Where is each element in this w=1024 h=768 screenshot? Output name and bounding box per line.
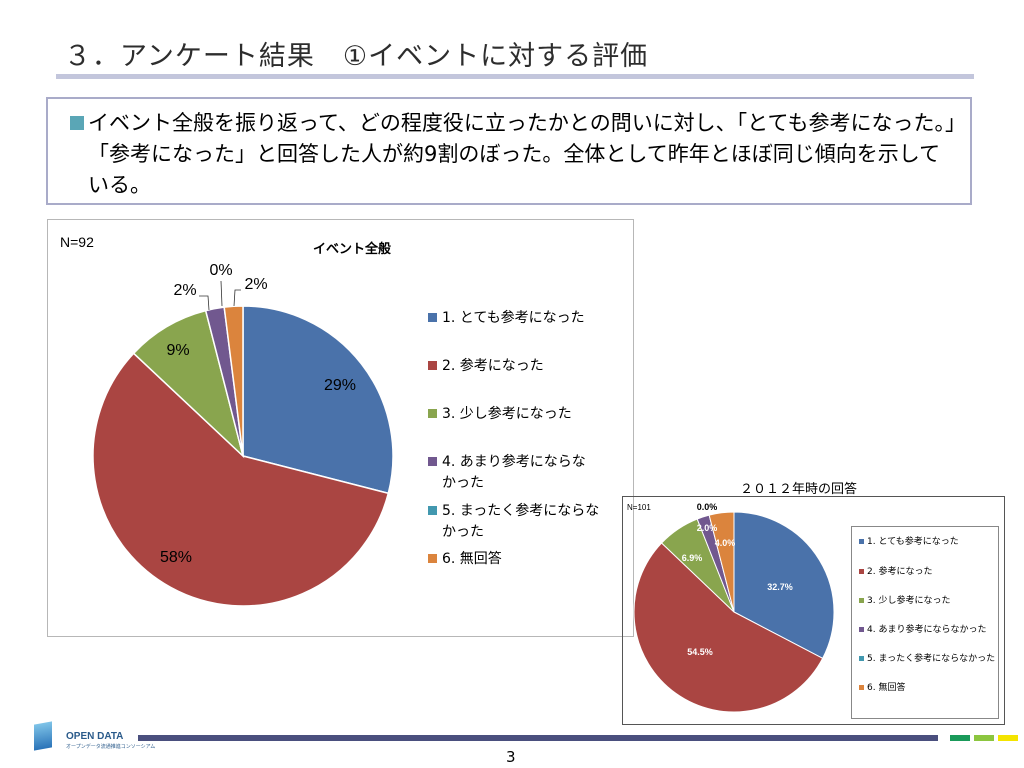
chart2-data-label-4: 2.0%	[697, 523, 718, 533]
footer-square-lightgreen	[974, 735, 994, 741]
chart1-n-label: N=92	[60, 234, 94, 250]
chart2-legend-label-4: 4. あまり参考にならなかった	[867, 623, 986, 635]
open-data-logo: OPEN DATA オープンデータ流通推進コンソーシアム	[26, 717, 155, 757]
chart1-legend-label-5-1: 5. まったく参考にならな	[442, 502, 599, 519]
chart-panel-2012	[622, 496, 1005, 725]
chart2-data-label-3: 6.9%	[682, 553, 703, 563]
chart1-legend-swatch-3	[428, 409, 437, 418]
chart-2012-caption: ２０１２年時の回答	[740, 482, 858, 497]
chart1-legend-swatch-2	[428, 361, 437, 370]
chart1-legend-label-4-1: 4. あまり参考にならな	[442, 453, 586, 470]
chart1-leader-6	[233, 289, 241, 307]
footer-square-yellow	[998, 735, 1018, 741]
chart-panel-2013	[47, 219, 634, 637]
chart1-leader-4	[199, 295, 210, 311]
chart1-legend-swatch-6	[428, 554, 437, 563]
chart2-data-label-5: 0.0%	[697, 502, 718, 512]
title-underline	[56, 74, 974, 79]
summary-text: イベント全般を振り返って、どの程度役に立ったかとの問いに対し、「とても参考になっ…	[88, 111, 956, 197]
chart2-legend-swatch-3	[859, 598, 864, 603]
chart-2012-legend-box	[851, 526, 999, 719]
chart2-n-label: N=101	[627, 503, 651, 512]
chart2-data-label-2: 54.5%	[687, 647, 713, 657]
chart1-data-label-4: 2%	[173, 282, 196, 299]
chart2-legend-swatch-6	[859, 685, 864, 690]
footer-square-green	[950, 735, 970, 741]
chart2-legend-label-6: 6. 無回答	[867, 681, 905, 693]
chart2-legend-swatch-1	[859, 539, 864, 544]
chart2-legend-swatch-5	[859, 656, 864, 661]
chart2-slice-6	[708, 511, 735, 613]
page-number: 3	[506, 748, 516, 766]
chart2-data-label-1: 32.7%	[767, 582, 793, 592]
chart1-data-label-1: 29%	[324, 377, 356, 394]
chart2-legend-swatch-2	[859, 569, 864, 574]
chart1-slice-3	[132, 309, 245, 459]
chart1-legend-label-1-1: 1. とても参考になった	[442, 309, 585, 326]
chart2-legend-label-1: 1. とても参考になった	[867, 535, 959, 547]
chart1-legend-label-4-2: かった	[442, 475, 484, 491]
chart2-legend-label-3: 3. 少し参考になった	[867, 594, 950, 606]
chart1-legend-swatch-4	[428, 457, 437, 466]
chart1-legend-label-6-1: 6. 無回答	[442, 550, 502, 567]
chart1-legend-label-2-1: 2. 参考になった	[442, 357, 544, 374]
chart1-data-label-2: 58%	[160, 549, 192, 566]
chart2-legend-label-5: 5. まったく参考にならなかった	[867, 652, 995, 664]
chart2-legend-swatch-4	[859, 627, 864, 632]
summary-box: イベント全般を振り返って、どの程度役に立ったかとの問いに対し、「とても参考になっ…	[46, 97, 972, 205]
chart1-legend-label-3-1: 3. 少し参考になった	[442, 405, 572, 422]
chart1-legend-swatch-5	[428, 506, 437, 515]
logo-text: OPEN DATA	[66, 731, 124, 742]
chart2-slice-2	[633, 542, 824, 713]
cube-logo-icon	[34, 721, 52, 751]
logo-subtext: オープンデータ流通推進コンソーシアム	[66, 744, 156, 750]
chart1-data-label-3: 9%	[166, 342, 189, 359]
chart2-legend-label-2: 2. 参考になった	[867, 565, 932, 577]
footer-bar	[138, 735, 938, 741]
chart1-slice-1	[242, 305, 394, 495]
chart1-title: イベント全般	[313, 241, 391, 257]
chart1-slice-6	[223, 305, 244, 457]
chart1-leader-5	[220, 280, 223, 307]
chart1-data-label-5: 0%	[209, 262, 232, 279]
chart1-legend-swatch-1	[428, 313, 437, 322]
square-bullet-icon	[70, 116, 84, 130]
slide-title: ３．アンケート結果 ①イベントに対する評価	[64, 41, 649, 72]
chart1-data-label-6: 2%	[244, 276, 267, 293]
chart2-data-label-6: 4.0%	[715, 538, 736, 548]
chart1-slice-2	[92, 352, 390, 607]
chart2-slice-1	[733, 511, 835, 660]
chart1-legend-label-5-2: かった	[442, 524, 484, 540]
